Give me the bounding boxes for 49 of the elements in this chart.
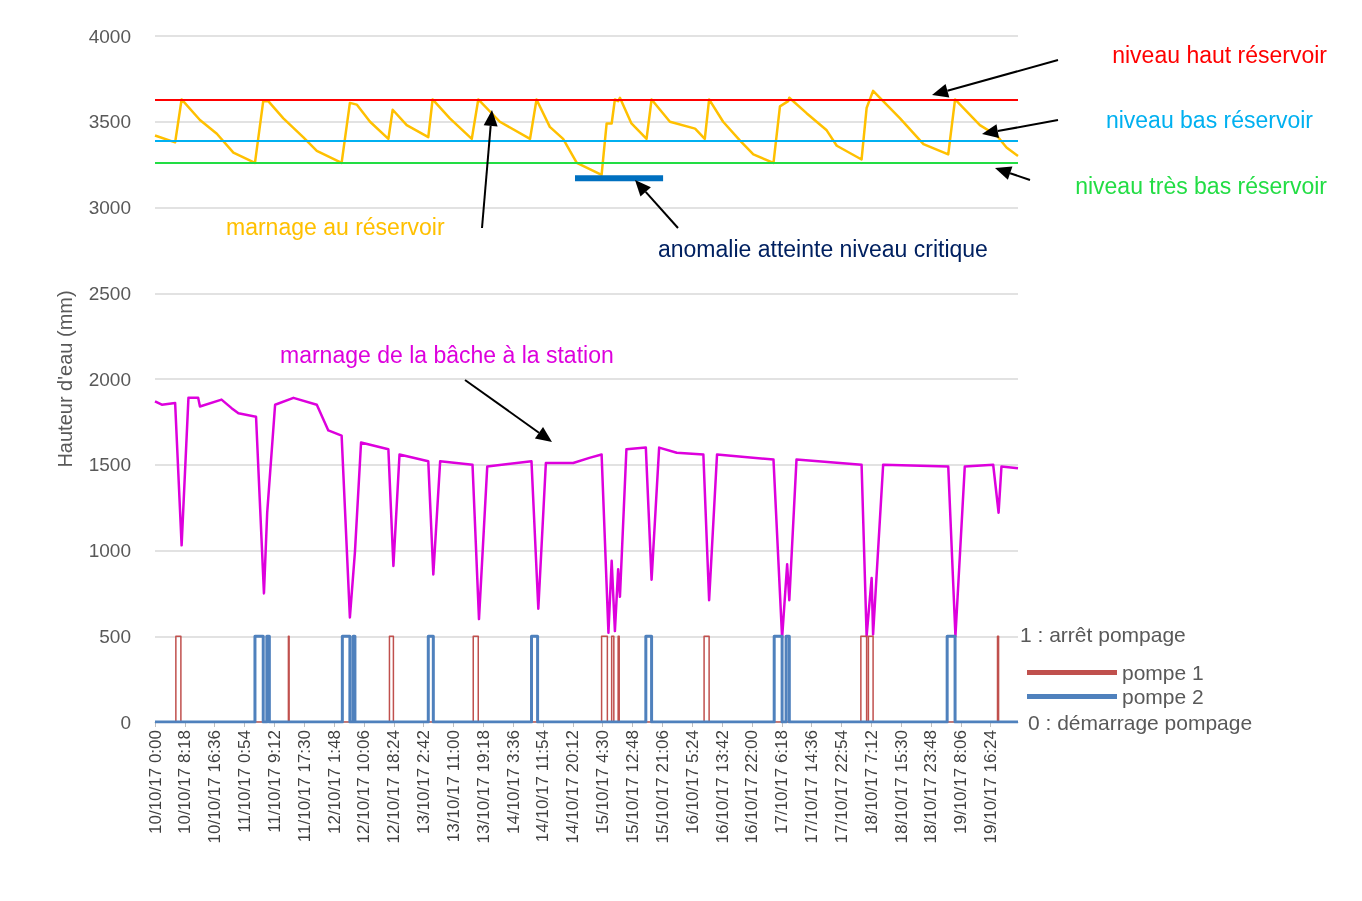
y-tick-label: 0 [120,711,131,733]
x-tick-label: 12/10/17 18:24 [384,730,404,844]
x-tick-label: 11/10/17 0:54 [235,730,255,833]
y-tick-label: 4000 [88,25,131,47]
x-tick-label: 15/10/17 4:30 [593,730,613,834]
x-tick-label: 18/10/17 7:12 [861,730,881,834]
x-tick-label: 15/10/17 12:48 [623,730,643,844]
x-tick-label: 19/10/17 8:06 [951,730,971,834]
ref-line-label: niveau bas réservoir [1105,106,1314,133]
legend-label: pompe 1 [1122,661,1204,684]
x-tick-label: 14/10/17 11:54 [533,730,553,843]
y-axis-title: Hauteur d'eau (mm) [54,290,76,468]
x-tick-label: 13/10/17 2:42 [414,730,434,834]
x-tick-label: 17/10/17 14:36 [802,730,822,844]
y-tick-label: 3000 [88,197,131,218]
x-tick-label: 12/10/17 1:48 [324,730,344,834]
x-tick-label: 12/10/17 10:06 [354,730,374,844]
series-label: marnage de la bâche à la station [280,341,614,368]
text: marnage au réservoir [226,213,445,240]
x-tick-label: 10/10/17 16:36 [205,730,225,844]
x-tick-label: 10/10/17 0:00 [145,730,165,834]
x-tick-label: 14/10/17 3:36 [503,730,523,834]
x-tick-label: 14/10/17 20:12 [563,730,583,844]
legend-label: pompe 2 [1122,685,1204,708]
ref-line-label: niveau très bas réservoir [1075,172,1328,199]
x-tick-label: 16/10/17 22:00 [742,730,762,844]
ref-line-label: niveau haut réservoir [1112,41,1328,68]
x-tick-label: 15/10/17 21:06 [652,730,672,844]
text: 1 : arrêt pompage [1020,623,1186,646]
x-tick-label: 13/10/17 19:18 [473,730,493,844]
x-tick-label: 11/10/17 9:12 [264,730,284,833]
x-tick-label: 13/10/17 11:00 [443,730,463,843]
text: 0 : démarrage pompage [1028,711,1253,734]
x-tick-label: 10/10/17 8:18 [175,730,195,834]
x-tick-label: 18/10/17 15:30 [891,730,911,844]
y-tick-label: 2000 [88,368,131,390]
x-tick-label: 18/10/17 23:48 [921,730,941,844]
x-tick-label: 17/10/17 22:54 [831,730,851,844]
x-tick-label: 17/10/17 6:18 [772,730,792,834]
y-tick-label: 1000 [88,540,131,561]
y-tick-label: 1500 [88,454,131,476]
y-tick-label: 2500 [88,282,131,304]
y-tick-label: 3500 [88,111,131,133]
x-tick-label: 16/10/17 13:42 [712,730,732,844]
x-tick-label: 11/10/17 17:30 [294,730,314,843]
y-tick-label: 500 [99,625,131,647]
x-tick-label: 16/10/17 5:24 [682,730,702,834]
text: anomalie atteinte niveau critique [658,235,988,262]
x-tick-label: 19/10/17 16:24 [981,730,1001,844]
